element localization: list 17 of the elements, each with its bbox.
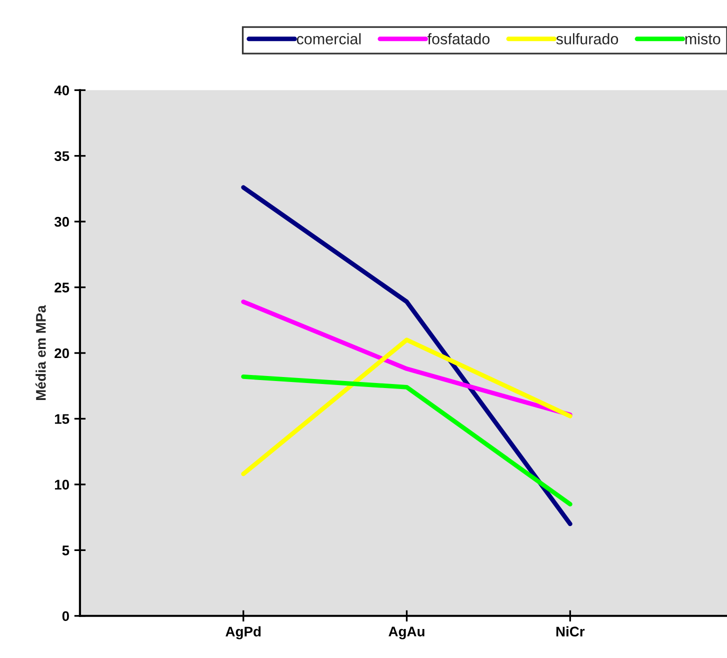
y-tick-label: 15 (54, 414, 70, 424)
y-tick-label: 20 (54, 348, 69, 358)
legend-label: comercial (296, 33, 361, 44)
y-tick-label: 0 (62, 611, 69, 622)
y-tick-label: 40 (54, 85, 69, 96)
legend-label: sulfurado (556, 33, 618, 44)
y-tick-label: 30 (54, 216, 69, 227)
x-tick-label: AgPd (226, 626, 261, 640)
y-tick-label: 25 (54, 282, 70, 292)
y-tick-label: 35 (54, 151, 70, 162)
y-tick-label: 5 (62, 546, 70, 556)
legend-label: misto (685, 33, 720, 44)
legend-label: fosfatado (428, 33, 490, 44)
y-tick-label: 10 (54, 480, 69, 490)
x-tick-label: AgAu (388, 626, 424, 640)
y-axis-title: Média em MPa (35, 305, 46, 400)
x-tick-label: NiCr (556, 626, 585, 637)
